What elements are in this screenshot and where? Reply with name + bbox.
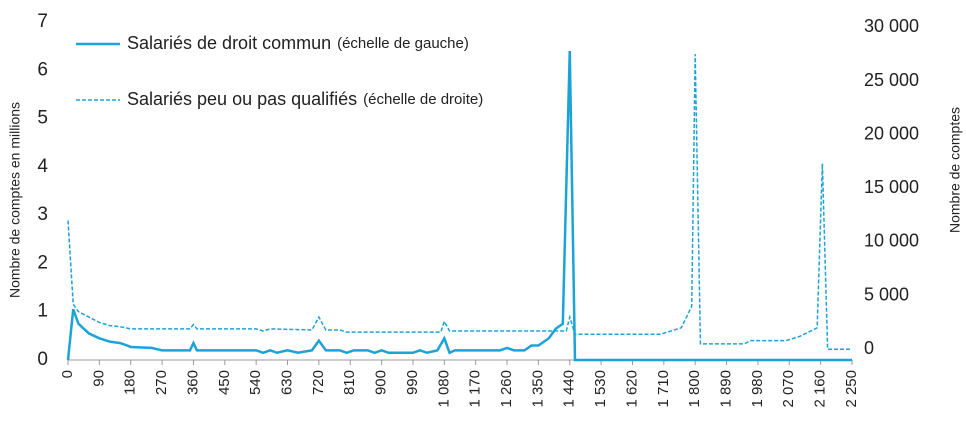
x-tick-label: 1 260 (498, 370, 515, 408)
x-tick-label: 1 080 (435, 370, 452, 408)
legend-note: (échelle de gauche) (337, 35, 469, 52)
x-tick-label: 1 980 (749, 370, 766, 408)
x-tick-label: 1 620 (623, 370, 640, 408)
x-tick-label: 810 (341, 370, 358, 395)
y-tick-label: 2 (37, 252, 48, 273)
series-line (67, 54, 852, 351)
x-tick-label: 360 (184, 370, 201, 395)
y2-tick-label: 30 000 (864, 16, 919, 36)
x-tick-label: 1 170 (467, 370, 484, 408)
x-tick-label: 1 440 (561, 370, 578, 408)
x-tick-label: 270 (153, 370, 170, 395)
y-axis-label: Nombre de comptes en millions (7, 102, 23, 298)
x-tick-label: 180 (122, 370, 139, 395)
x-tick-label: 540 (247, 370, 264, 395)
series-line (66, 50, 852, 362)
y2-tick-label: 20 000 (864, 123, 919, 143)
y2-tick-label: 10 000 (864, 231, 919, 251)
x-tick-label: 1 710 (655, 370, 672, 408)
x-tick-label: 630 (278, 370, 295, 395)
y-tick-label: 5 (37, 108, 48, 129)
y2-tick-label: 0 (864, 338, 874, 358)
x-tick-label: 1 890 (718, 370, 735, 408)
y-tick-label: 6 (37, 59, 48, 80)
x-tick-label: 900 (373, 370, 390, 395)
y2-axis-label: Nombre de comptes (947, 107, 963, 233)
y-tick-label: 0 (37, 349, 48, 370)
x-tick-label: 1 350 (529, 370, 546, 408)
x-tick-label: 0 (59, 370, 76, 378)
x-tick-label: 90 (90, 370, 107, 387)
x-tick-label: 2 070 (780, 370, 797, 408)
x-tick-label: 2 250 (843, 370, 860, 408)
y-tick-label: 7 (37, 11, 48, 32)
y-tick-label: 4 (37, 156, 48, 177)
legend-label: Salariés de droit commun (127, 33, 331, 53)
y2-tick-label: 15 000 (864, 177, 919, 197)
y-tick-label: 1 (37, 301, 48, 322)
x-tick-label: 1 800 (686, 370, 703, 408)
x-tick-label: 990 (404, 370, 421, 395)
x-tick-label: 1 530 (592, 370, 609, 408)
legend-label: Salariés peu ou pas qualifiés (127, 89, 357, 109)
x-tick-label: 450 (216, 370, 233, 395)
x-tick-label: 720 (310, 370, 327, 395)
legend-note: (échelle de droite) (363, 91, 483, 108)
y-tick-label: 3 (37, 204, 48, 225)
y2-tick-label: 5 000 (864, 284, 909, 304)
x-tick-label: 2 160 (812, 370, 829, 408)
y2-tick-label: 25 000 (864, 70, 919, 90)
